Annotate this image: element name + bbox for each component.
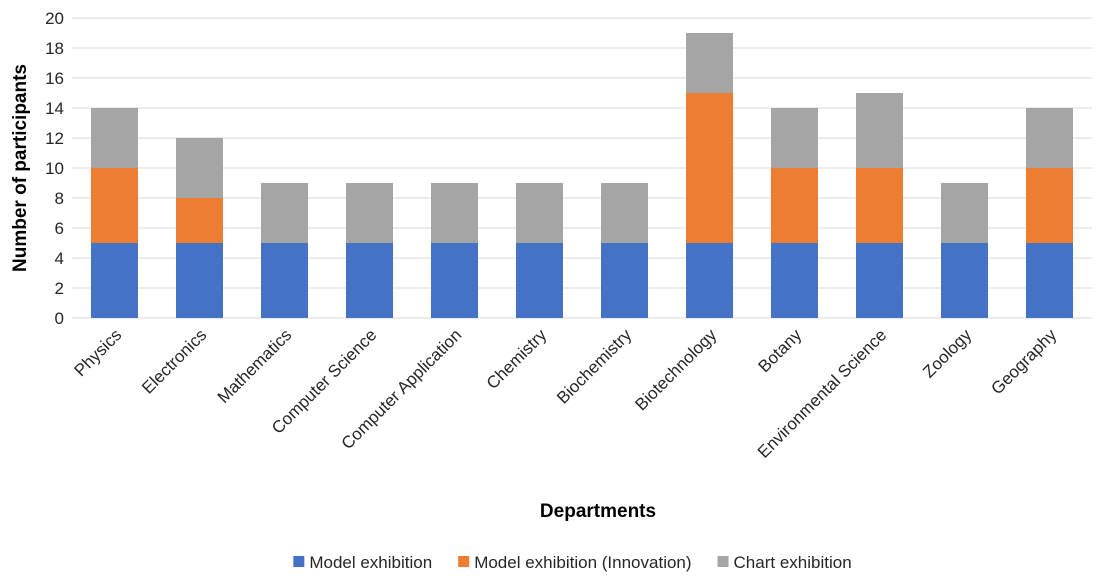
y-tick-label: 16 (45, 69, 64, 88)
bar-segment-2-9 (771, 168, 818, 243)
bar-segment-3-8 (686, 33, 733, 93)
bar-segment-1-3 (261, 243, 308, 318)
bar-segment-3-7 (601, 183, 648, 243)
legend-swatch-1 (293, 556, 304, 567)
bar-segment-2-10 (856, 168, 903, 243)
bar-segment-1-5 (431, 243, 478, 318)
bar-segment-2-2 (176, 198, 223, 243)
y-tick-label: 18 (45, 39, 64, 58)
x-tick-label: Chemistry (483, 325, 551, 393)
x-tick-label: Biotechnology (631, 325, 720, 414)
bar-segment-3-9 (771, 108, 818, 168)
x-tick-label: Botany (754, 325, 805, 376)
bar-segment-3-11 (941, 183, 988, 243)
y-tick-label: 6 (55, 219, 64, 238)
legend-label-1: Model exhibition (309, 553, 432, 572)
bar-segment-1-4 (346, 243, 393, 318)
bars (91, 33, 1073, 318)
legend: Model exhibition Model exhibition (Innova… (293, 553, 851, 572)
bar-segment-3-3 (261, 183, 308, 243)
y-tick-label: 0 (55, 309, 64, 328)
y-axis-ticks: 0 2 4 6 8 10 12 14 16 18 20 (45, 9, 64, 328)
bar-segment-3-12 (1026, 108, 1073, 168)
legend-label-3: Chart exhibition (734, 553, 852, 572)
x-tick-label: Electronics (138, 325, 210, 397)
legend-label-2: Model exhibition (Innovation) (474, 553, 691, 572)
bar-segment-3-1 (91, 108, 138, 168)
bar-segment-1-1 (91, 243, 138, 318)
bar-segment-2-12 (1026, 168, 1073, 243)
bar-segment-1-12 (1026, 243, 1073, 318)
y-tick-label: 10 (45, 159, 64, 178)
bar-segment-1-9 (771, 243, 818, 318)
x-tick-label: Geography (987, 325, 1060, 398)
bar-segment-3-6 (516, 183, 563, 243)
bar-segment-3-4 (346, 183, 393, 243)
x-tick-label: Physics (70, 325, 125, 380)
bar-segment-1-11 (941, 243, 988, 318)
bar-segment-1-7 (601, 243, 648, 318)
bar-segment-1-8 (686, 243, 733, 318)
y-axis-title: Number of participants (10, 64, 31, 272)
x-tick-label: Biochemistry (553, 325, 636, 408)
bar-segment-1-2 (176, 243, 223, 318)
legend-swatch-3 (718, 556, 729, 567)
y-tick-label: 4 (55, 249, 64, 268)
bar-segment-2-8 (686, 93, 733, 243)
y-tick-label: 20 (45, 9, 64, 28)
gridlines (72, 18, 1092, 318)
y-tick-label: 2 (55, 279, 64, 298)
x-tick-label: Mathematics (214, 325, 296, 407)
bar-segment-2-1 (91, 168, 138, 243)
legend-swatch-2 (458, 556, 469, 567)
bar-segment-1-6 (516, 243, 563, 318)
bar-segment-3-10 (856, 93, 903, 168)
y-tick-label: 8 (55, 189, 64, 208)
y-tick-label: 12 (45, 129, 64, 148)
x-axis-title: Departments (540, 501, 656, 522)
y-tick-label: 14 (45, 99, 64, 118)
bar-segment-3-2 (176, 138, 223, 198)
bar-segment-3-5 (431, 183, 478, 243)
x-tick-label: Zoology (919, 325, 976, 382)
bar-segment-1-10 (856, 243, 903, 318)
